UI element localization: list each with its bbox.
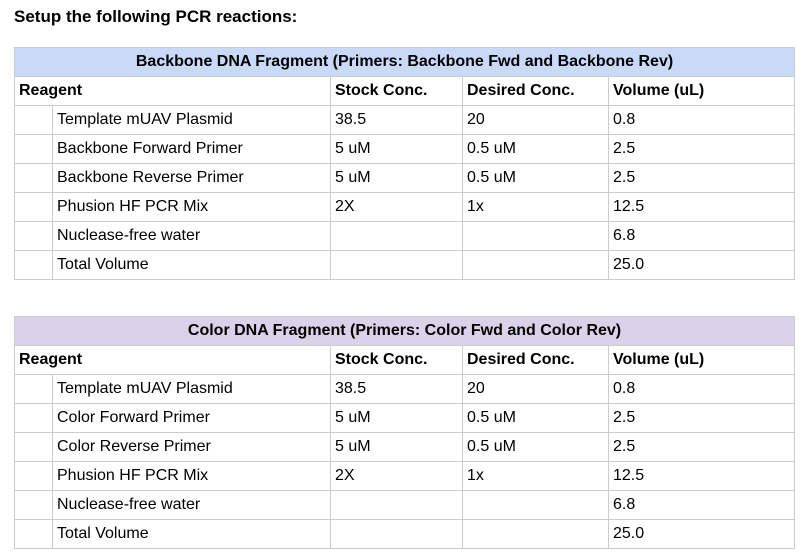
- indent-cell: [14, 519, 53, 549]
- cell: [330, 519, 463, 549]
- cell: 2.5: [607, 403, 796, 433]
- pcr-table: Backbone DNA Fragment (Primers: Backbone…: [13, 47, 796, 280]
- header-cell: Reagent: [14, 76, 331, 106]
- data-row: Color Forward Primer 5 uM 0.5 uM 2.5: [14, 403, 796, 433]
- indent-cell: [14, 163, 53, 193]
- header-cell: Stock Conc.: [330, 76, 463, 106]
- cell: 0.5 uM: [462, 432, 609, 462]
- header-cell: Stock Conc.: [330, 345, 463, 375]
- cell: 12.5: [607, 192, 796, 222]
- header-cell: Volume (uL): [607, 345, 796, 375]
- pcr-table: Color DNA Fragment (Primers: Color Fwd a…: [13, 316, 796, 549]
- data-row: Total Volume 25.0: [14, 250, 796, 280]
- cell: Total Volume: [52, 250, 331, 280]
- cell: 0.5 uM: [462, 163, 609, 193]
- cell: 2.5: [607, 163, 796, 193]
- data-row: Template mUAV Plasmid 38.5 20 0.8: [14, 374, 796, 404]
- cell: 38.5: [330, 105, 463, 135]
- data-row: Total Volume 25.0: [14, 519, 796, 549]
- cell: 2.5: [607, 432, 796, 462]
- cell: 0.8: [607, 374, 796, 404]
- indent-cell: [14, 432, 53, 462]
- cell: 2.5: [607, 134, 796, 164]
- cell: 25.0: [607, 519, 796, 549]
- data-row: Color Reverse Primer 5 uM 0.5 uM 2.5: [14, 432, 796, 462]
- cell: 0.5 uM: [462, 134, 609, 164]
- data-row: Backbone Reverse Primer 5 uM 0.5 uM 2.5: [14, 163, 796, 193]
- cell: 6.8: [607, 221, 796, 251]
- header-row: Reagent Stock Conc. Desired Conc. Volume (u…: [14, 345, 796, 375]
- title-row: Color DNA Fragment (Primers: Color Fwd a…: [13, 316, 796, 346]
- table-title: Backbone DNA Fragment (Primers: Backbone…: [13, 47, 796, 77]
- cell: Template mUAV Plasmid: [52, 105, 331, 135]
- cell: 2X: [330, 461, 463, 491]
- cell: 5 uM: [330, 134, 463, 164]
- cell: Backbone Reverse Primer: [52, 163, 331, 193]
- indent-cell: [14, 374, 53, 404]
- indent-cell: [14, 250, 53, 280]
- cell: 25.0: [607, 250, 796, 280]
- cell: 5 uM: [330, 432, 463, 462]
- table-title: Color DNA Fragment (Primers: Color Fwd a…: [13, 316, 796, 346]
- cell: [330, 490, 463, 520]
- cell: 5 uM: [330, 163, 463, 193]
- cell: 5 uM: [330, 403, 463, 433]
- cell: [330, 250, 463, 280]
- header-row: Reagent Stock Conc. Desired Conc. Volume (u…: [14, 76, 796, 106]
- indent-cell: [14, 461, 53, 491]
- cell: 0.8: [607, 105, 796, 135]
- cell: [462, 221, 609, 251]
- cell: Phusion HF PCR Mix: [52, 192, 331, 222]
- cell: Backbone Forward Primer: [52, 134, 331, 164]
- cell: [462, 250, 609, 280]
- data-row: Template mUAV Plasmid 38.5 20 0.8: [14, 105, 796, 135]
- header-cell: Desired Conc.: [462, 345, 609, 375]
- indent-cell: [14, 221, 53, 251]
- cell: [462, 490, 609, 520]
- data-row: Backbone Forward Primer 5 uM 0.5 uM 2.5: [14, 134, 796, 164]
- cell: 12.5: [607, 461, 796, 491]
- data-row: Phusion HF PCR Mix 2X 1x 12.5: [14, 461, 796, 491]
- data-row: Nuclease-free water 6.8: [14, 221, 796, 251]
- cell: 38.5: [330, 374, 463, 404]
- cell: [330, 221, 463, 251]
- indent-cell: [14, 490, 53, 520]
- indent-cell: [14, 192, 53, 222]
- header-cell: Desired Conc.: [462, 76, 609, 106]
- cell: Total Volume: [52, 519, 331, 549]
- cell: 20: [462, 105, 609, 135]
- cell: 2X: [330, 192, 463, 222]
- cell: 20: [462, 374, 609, 404]
- cell: Nuclease-free water: [52, 221, 331, 251]
- data-row: Nuclease-free water 6.8: [14, 490, 796, 520]
- cell: Color Forward Primer: [52, 403, 331, 433]
- heading: Setup the following PCR reactions:: [14, 7, 298, 26]
- cell: 1x: [462, 461, 609, 491]
- cell: Template mUAV Plasmid: [52, 374, 331, 404]
- cell: 0.5 uM: [462, 403, 609, 433]
- cell: Color Reverse Primer: [52, 432, 331, 462]
- cell: 6.8: [607, 490, 796, 520]
- title-row: Backbone DNA Fragment (Primers: Backbone…: [13, 47, 796, 77]
- indent-cell: [14, 403, 53, 433]
- data-row: Phusion HF PCR Mix 2X 1x 12.5: [14, 192, 796, 222]
- indent-cell: [14, 134, 53, 164]
- cell: Nuclease-free water: [52, 490, 331, 520]
- header-cell: Reagent: [14, 345, 331, 375]
- cell: [462, 519, 609, 549]
- cell: Phusion HF PCR Mix: [52, 461, 331, 491]
- indent-cell: [14, 105, 53, 135]
- header-cell: Volume (uL): [607, 76, 796, 106]
- cell: 1x: [462, 192, 609, 222]
